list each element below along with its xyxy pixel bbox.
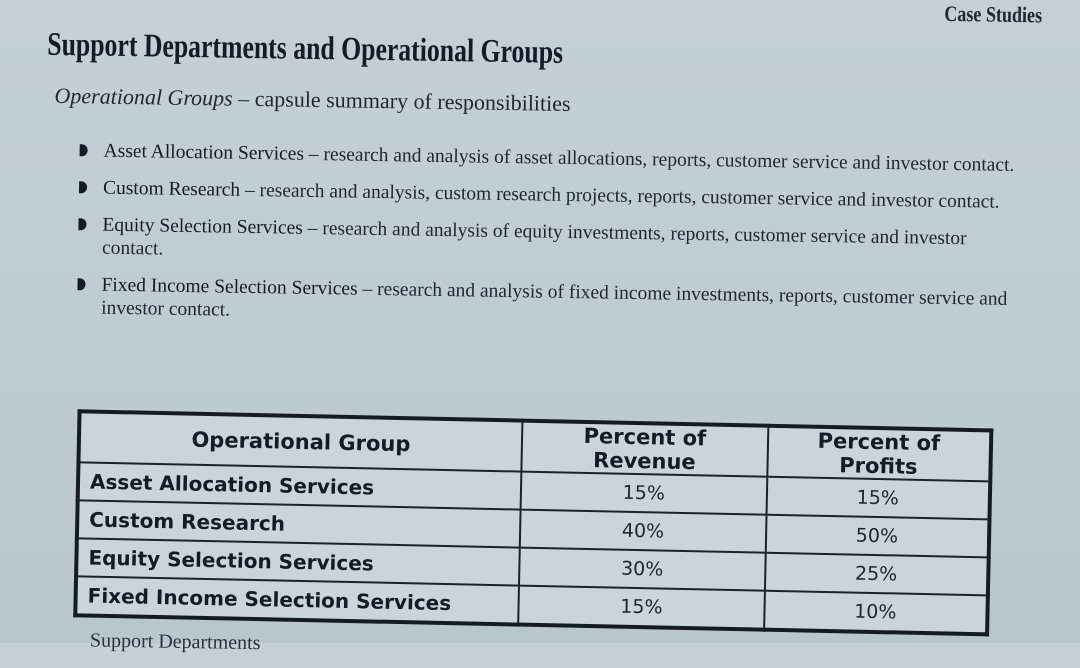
cell-revenue: 30% bbox=[518, 547, 766, 591]
cell-revenue: 40% bbox=[519, 509, 767, 553]
group-name: Asset Allocation Services bbox=[103, 140, 305, 165]
cell-profits: 15% bbox=[766, 476, 991, 520]
next-section-heading-cutoff: Support Departments bbox=[89, 629, 261, 655]
group-description: – research and analysis of asset allocat… bbox=[303, 143, 1015, 176]
list-item: Fixed Income Selection Services – resear… bbox=[75, 273, 1016, 334]
cell-revenue: 15% bbox=[518, 585, 765, 630]
cell-group: Fixed Income Selection Services bbox=[75, 576, 519, 625]
operational-group-table: Operational Group Percent of Revenue Per… bbox=[73, 409, 994, 637]
running-head: Case Studies bbox=[943, 0, 1043, 28]
cell-profits: 25% bbox=[764, 552, 989, 596]
bullet-icon bbox=[79, 144, 88, 157]
group-description: – research and analysis, custom research… bbox=[239, 179, 1000, 213]
list-item: Custom Research – research and analysis,… bbox=[77, 176, 1017, 214]
header-percent-revenue: Percent of Revenue bbox=[521, 420, 769, 477]
bullet-icon bbox=[78, 218, 87, 231]
cell-profits: 10% bbox=[763, 590, 988, 635]
subtitle-emphasis: Operational Groups bbox=[54, 82, 233, 111]
header-operational-group: Operational Group bbox=[78, 411, 523, 472]
bullet-icon bbox=[78, 181, 88, 194]
bullet-icon bbox=[77, 278, 86, 291]
group-name: Fixed Income Selection Services bbox=[101, 274, 358, 300]
group-name: Custom Research bbox=[102, 177, 241, 201]
bullet-list: Asset Allocation Services – research and… bbox=[75, 139, 1018, 348]
header-percent-profits: Percent of Profits bbox=[766, 425, 992, 482]
cell-profits: 50% bbox=[765, 514, 990, 558]
group-name: Equity Selection Services bbox=[102, 214, 303, 239]
subtitle-rest: – capsule summary of responsibilities bbox=[232, 85, 571, 116]
page-title: Support Departments and Operational Grou… bbox=[47, 26, 564, 71]
cell-revenue: 15% bbox=[520, 471, 767, 515]
list-item: Equity Selection Services – research and… bbox=[76, 213, 1017, 274]
list-item: Asset Allocation Services – research and… bbox=[77, 139, 1017, 177]
section-subtitle: Operational Groups – capsule summary of … bbox=[54, 83, 570, 117]
